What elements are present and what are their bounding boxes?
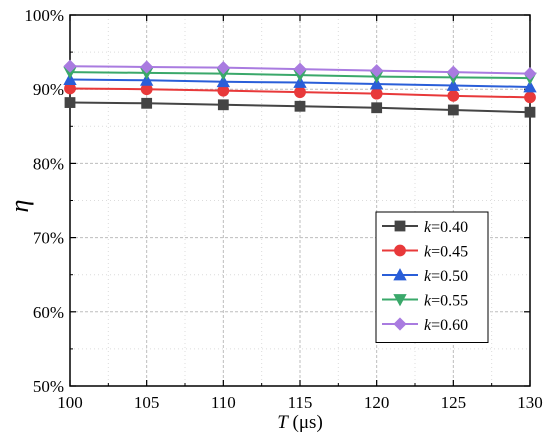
data-point — [446, 65, 460, 79]
legend-marker — [394, 244, 406, 257]
data-point — [446, 78, 461, 91]
legend-label-value: =0.50 — [431, 268, 468, 285]
legend-marker — [393, 268, 407, 281]
data-point — [370, 64, 384, 78]
data-point — [447, 89, 460, 102]
legend-marker — [393, 317, 407, 331]
series-4 — [63, 59, 537, 81]
data-point — [217, 99, 229, 111]
legend-item: k=0.45 — [382, 244, 468, 261]
x-tick-label: 100 — [57, 393, 83, 412]
legend-item: k=0.50 — [382, 268, 468, 285]
x-tick-label: 125 — [441, 393, 467, 412]
data-point — [523, 80, 537, 93]
legend-label: k=0.45 — [424, 244, 468, 261]
x-tick-label: 110 — [211, 393, 236, 412]
legend-label: k=0.50 — [424, 268, 468, 285]
legend-item: k=0.60 — [382, 317, 468, 334]
legend: k=0.40k=0.45k=0.50k=0.55k=0.60 — [375, 211, 489, 343]
legend-label-variable: k — [424, 317, 432, 334]
data-point — [216, 61, 230, 75]
legend-label-value: =0.55 — [431, 293, 468, 310]
legend-marker — [393, 294, 407, 307]
x-axis-variable: T — [277, 412, 289, 433]
legend-label-variable: k — [424, 293, 432, 310]
legend-label: k=0.55 — [424, 293, 468, 310]
data-point — [447, 104, 459, 116]
x-axis-label: T (μs) — [277, 412, 323, 433]
x-axis-unit: (μs) — [288, 412, 323, 433]
y-tick-label: 60% — [33, 303, 64, 322]
legend-label-value: =0.60 — [431, 317, 468, 334]
data-point — [141, 97, 153, 109]
data-point — [524, 106, 536, 118]
data-point — [63, 59, 77, 73]
y-axis-label: η — [5, 200, 34, 213]
data-point — [140, 60, 154, 74]
legend-label-variable: k — [424, 268, 432, 285]
legend-label: k=0.60 — [424, 317, 468, 334]
series-layer — [63, 59, 537, 118]
legend-item: k=0.55 — [382, 293, 468, 310]
x-tick-label: 120 — [364, 393, 390, 412]
legend-item: k=0.40 — [382, 219, 468, 236]
data-point — [524, 91, 536, 104]
legend-marker — [394, 220, 406, 232]
legend-box — [375, 211, 489, 343]
legend-label-variable: k — [424, 219, 432, 236]
legend-label-value: =0.40 — [431, 219, 468, 236]
data-point — [523, 67, 537, 81]
data-point — [64, 97, 76, 108]
series-1 — [64, 82, 536, 104]
data-point — [293, 62, 307, 76]
legend-label: k=0.40 — [424, 219, 468, 236]
y-tick-label: 50% — [33, 377, 64, 396]
y-tick-label: 80% — [33, 154, 64, 173]
y-tick-label: 70% — [33, 229, 64, 248]
series-2 — [63, 72, 537, 93]
data-point — [63, 72, 77, 85]
series-0 — [64, 97, 536, 118]
x-tick-label: 115 — [288, 393, 313, 412]
x-tick-label: 105 — [134, 393, 160, 412]
data-point — [294, 86, 306, 99]
data-point — [371, 102, 383, 114]
y-tick-label: 90% — [33, 80, 64, 99]
data-point — [293, 75, 307, 88]
y-tick-label: 100% — [24, 6, 64, 25]
x-tick-label: 130 — [517, 393, 543, 412]
legend-label-value: =0.45 — [431, 244, 468, 261]
data-point — [369, 77, 384, 90]
axis-ticks: 100 105 110 115 120 125 130 50% 60% 70% 80% 90% 100% — [24, 6, 542, 412]
data-point — [294, 100, 306, 112]
legend-label-variable: k — [424, 244, 432, 261]
data-point — [139, 73, 154, 86]
data-point — [370, 87, 383, 100]
data-point — [216, 74, 231, 88]
